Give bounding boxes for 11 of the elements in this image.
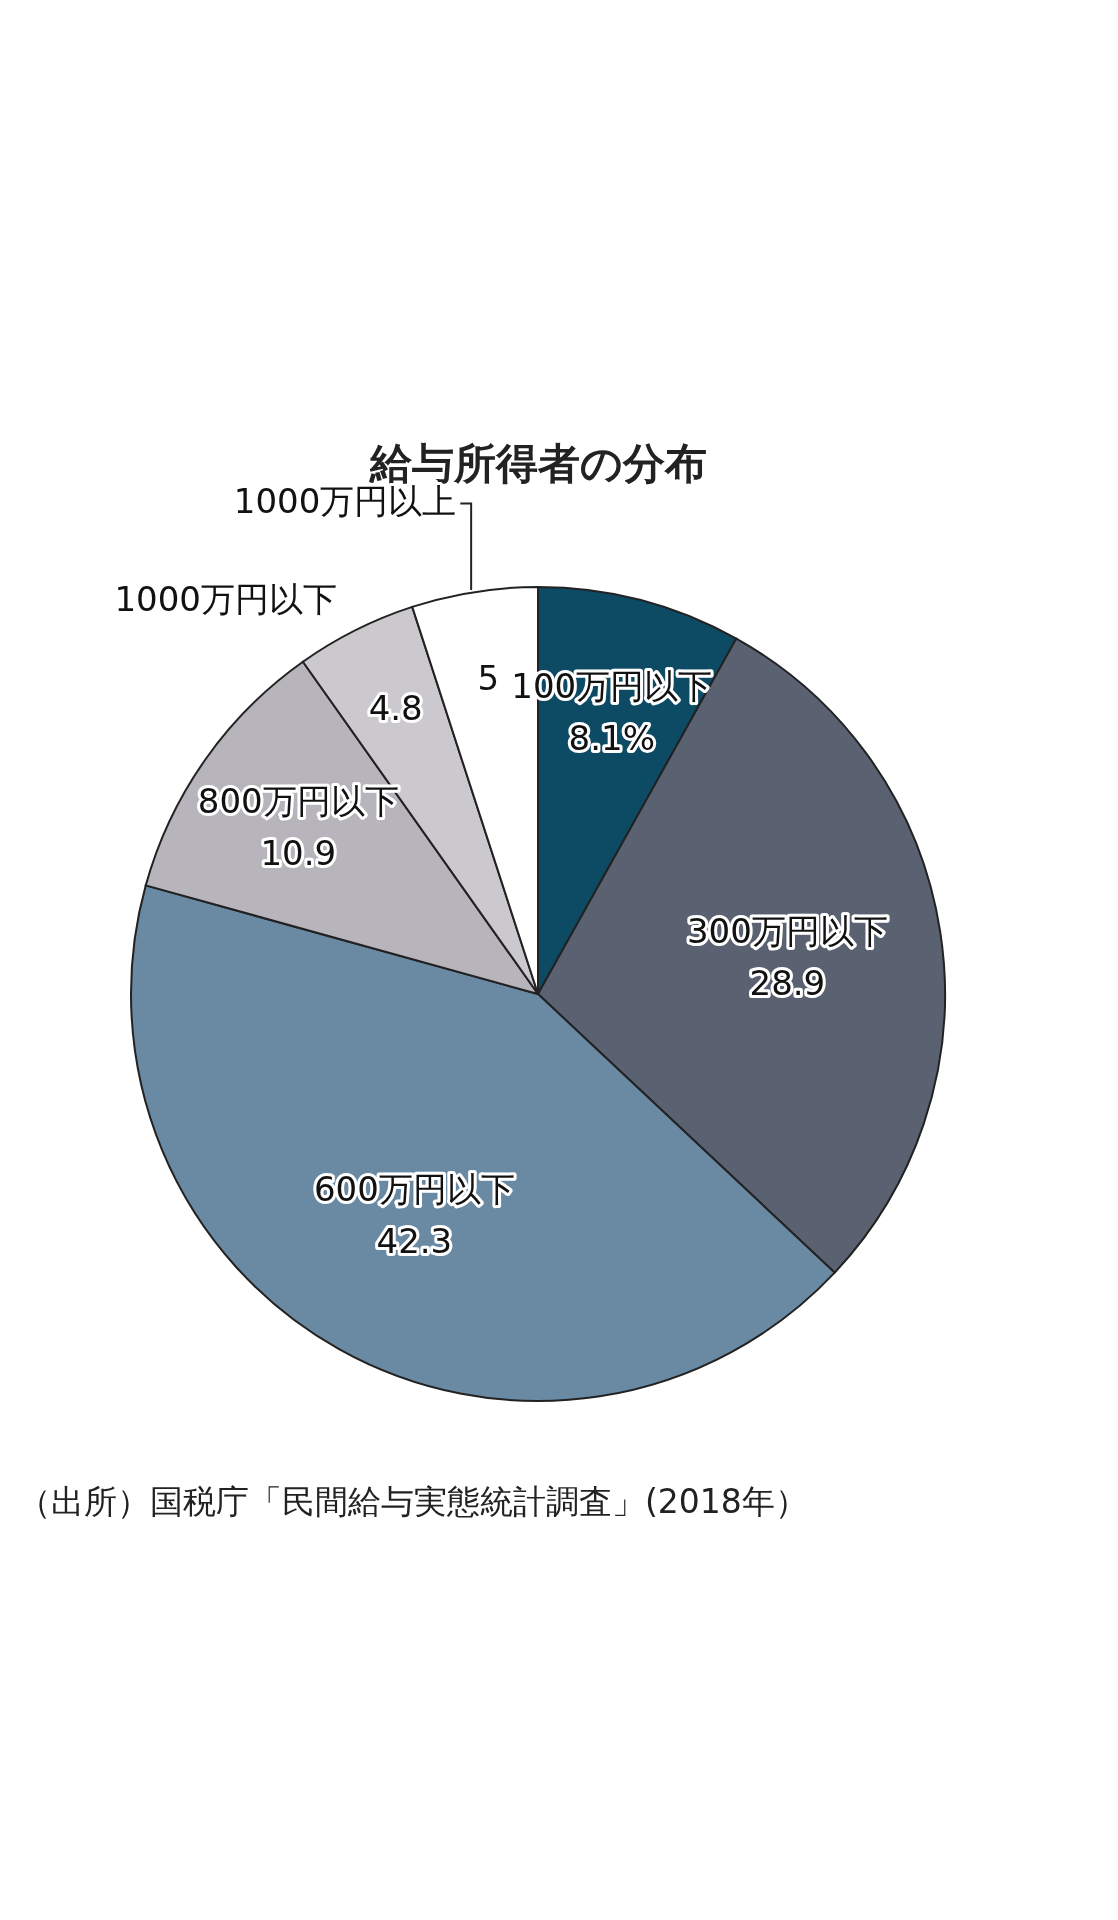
data-label: 4.8 [368,687,423,728]
data-label: 8.1% [568,717,655,758]
slice-label: 800万円以下 [197,781,399,821]
data-label: 28.9 [749,962,826,1003]
slice-label: 1000万円以下 [114,578,337,619]
data-label: 5 [477,657,500,698]
data-label: 10.9 [260,833,337,873]
slice-label: 300万円以下 [686,910,888,951]
data-label: 42.3 [376,1221,453,1262]
text: （出所）国税庁「民間給与実態統計調査」(2018年） [18,1482,808,1521]
slice-label: 600万円以下 [313,1169,515,1210]
